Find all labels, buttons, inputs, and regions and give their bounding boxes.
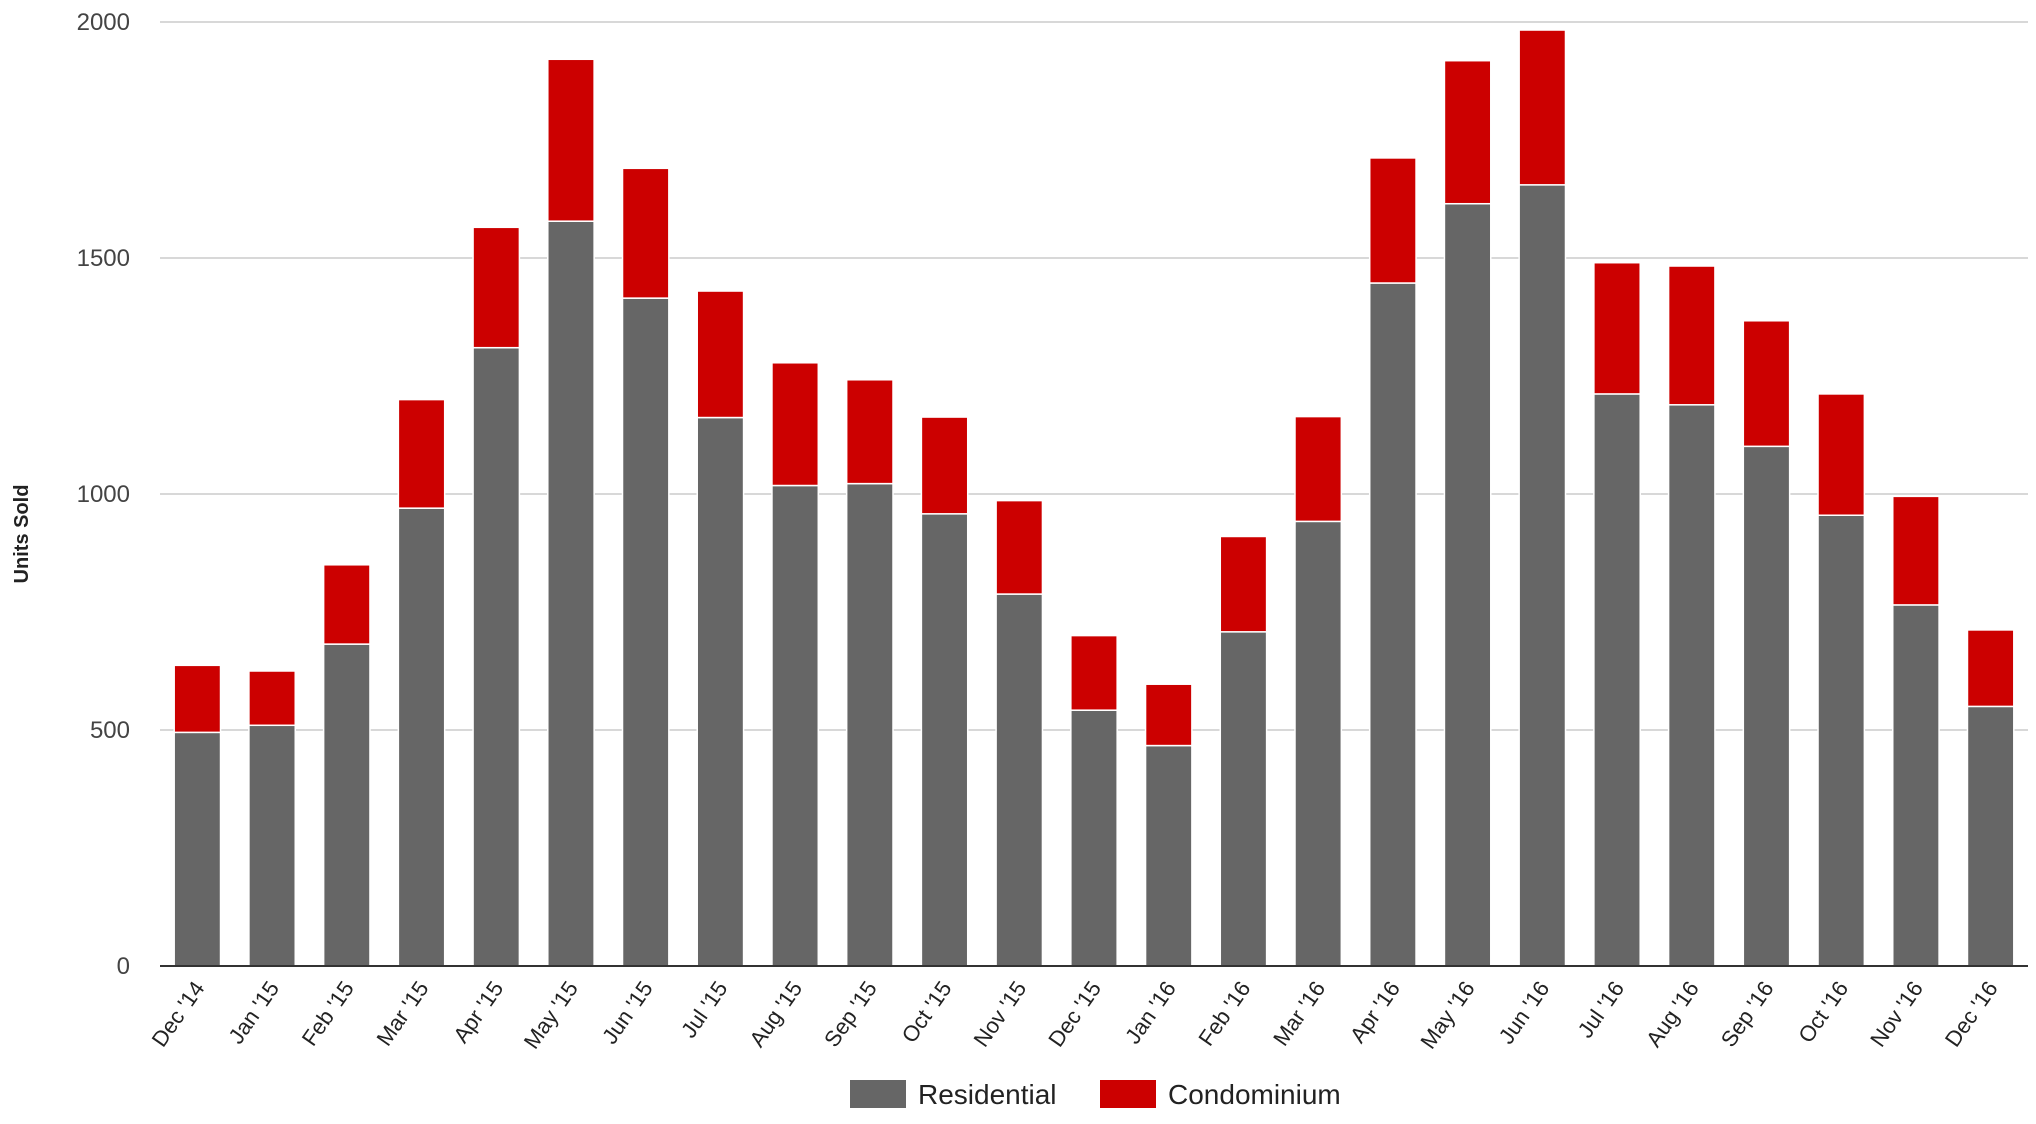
bar-residential-16 [1368, 282, 1417, 967]
bar-condominium-7 [696, 290, 745, 419]
bar-condominium-21 [1742, 320, 1791, 448]
x-tick-label: Dec '14 [147, 977, 210, 1052]
x-tick-label: Jan '15 [223, 977, 284, 1049]
x-tick-label: Sep '15 [819, 977, 882, 1052]
x-tick-label: Feb '15 [297, 977, 359, 1051]
bar-condominium-12 [1070, 634, 1118, 711]
bar-condominium-10 [920, 416, 969, 515]
bar-condominium-17 [1443, 59, 1492, 205]
x-tick-label: Mar '16 [1268, 977, 1330, 1051]
bar-condominium-18 [1518, 29, 1567, 186]
bar-residential-17 [1443, 202, 1492, 967]
bar-condominium-4 [472, 226, 521, 349]
bar-condominium-2 [322, 564, 371, 645]
bar-residential-4 [472, 346, 521, 967]
bar-residential-1 [248, 724, 296, 967]
bar-residential-22 [1817, 514, 1866, 967]
bar-condominium-8 [771, 362, 820, 487]
bar-residential-6 [621, 297, 670, 967]
bar-residential-7 [696, 416, 745, 967]
bar-condominium-13 [1144, 683, 1193, 747]
x-tick-label: Aug '16 [1641, 977, 1704, 1052]
x-tick-label: Jun '15 [597, 977, 658, 1049]
x-tick-label: Nov '15 [969, 977, 1032, 1052]
x-tick-label: Aug '15 [744, 977, 807, 1052]
bar-residential-18 [1518, 184, 1567, 967]
bar-residential-3 [397, 507, 446, 967]
bar-residential-10 [920, 513, 969, 967]
x-tick-label: Jun '16 [1494, 977, 1555, 1049]
bars [173, 29, 2015, 967]
x-tick-label: Apr '16 [1345, 977, 1405, 1048]
bar-residential-5 [547, 220, 595, 967]
y-axis-ticks: 0 500 1000 1500 2000 [77, 9, 130, 980]
x-tick-label: Dec '16 [1940, 977, 2003, 1052]
y-tick-label: 1000 [77, 481, 130, 508]
x-tick-label: May '15 [519, 977, 583, 1054]
y-axis-title: Units Sold [11, 485, 33, 584]
bar-residential-15 [1294, 520, 1343, 967]
x-tick-label: Jul '16 [1573, 977, 1630, 1043]
bar-condominium-14 [1219, 535, 1268, 633]
bar-residential-21 [1742, 445, 1791, 967]
bar-residential-11 [995, 593, 1044, 967]
bar-residential-12 [1070, 709, 1118, 967]
x-tick-label: Oct '15 [897, 977, 957, 1048]
bar-residential-2 [322, 643, 371, 967]
bar-residential-19 [1593, 393, 1641, 967]
x-tick-label: Feb '16 [1193, 977, 1255, 1051]
bar-condominium-3 [397, 398, 446, 509]
bar-residential-20 [1667, 404, 1716, 967]
x-tick-label: Oct '16 [1793, 977, 1853, 1048]
x-tick-label: Jan '16 [1120, 977, 1181, 1049]
bar-condominium-23 [1892, 495, 1940, 606]
bar-residential-14 [1219, 631, 1268, 967]
bar-residential-13 [1144, 744, 1193, 967]
bar-residential-23 [1892, 604, 1940, 967]
bar-residential-9 [845, 482, 894, 967]
legend-label-residential: Residential [918, 1079, 1057, 1110]
bar-condominium-1 [248, 670, 296, 727]
x-tick-label: Jul '15 [676, 977, 733, 1043]
bar-condominium-5 [547, 58, 595, 222]
bar-residential-0 [173, 731, 222, 967]
bar-condominium-15 [1294, 415, 1343, 523]
x-tick-label: Dec '15 [1043, 977, 1106, 1052]
bar-condominium-0 [173, 664, 222, 734]
y-tick-label: 500 [90, 717, 130, 744]
legend-swatch-condominium [1100, 1080, 1156, 1108]
bar-condominium-22 [1817, 393, 1866, 516]
y-tick-label: 2000 [77, 9, 130, 36]
bar-residential-8 [771, 484, 820, 967]
bar-condominium-19 [1593, 261, 1641, 395]
bar-condominium-16 [1368, 157, 1417, 284]
legend: Residential Condominium [850, 1079, 1341, 1110]
bar-condominium-24 [1966, 629, 2015, 708]
y-tick-label: 1500 [77, 245, 130, 272]
x-tick-label: Nov '16 [1865, 977, 1928, 1052]
legend-swatch-residential [850, 1080, 906, 1108]
x-tick-label: Mar '15 [371, 977, 433, 1051]
bar-condominium-20 [1667, 265, 1716, 406]
bar-residential-24 [1966, 705, 2015, 967]
bar-condominium-9 [845, 379, 894, 485]
y-tick-label: 0 [117, 953, 130, 980]
legend-label-condominium: Condominium [1168, 1079, 1341, 1110]
x-axis-ticks: Dec '14 Jan '15 Feb '15 Mar '15 Apr '15 May '… [147, 977, 2003, 1054]
x-tick-label: May '16 [1415, 977, 1479, 1054]
x-tick-label: Sep '16 [1716, 977, 1779, 1052]
bar-condominium-11 [995, 499, 1044, 595]
x-tick-label: Apr '15 [448, 977, 508, 1048]
bar-condominium-6 [621, 167, 670, 299]
